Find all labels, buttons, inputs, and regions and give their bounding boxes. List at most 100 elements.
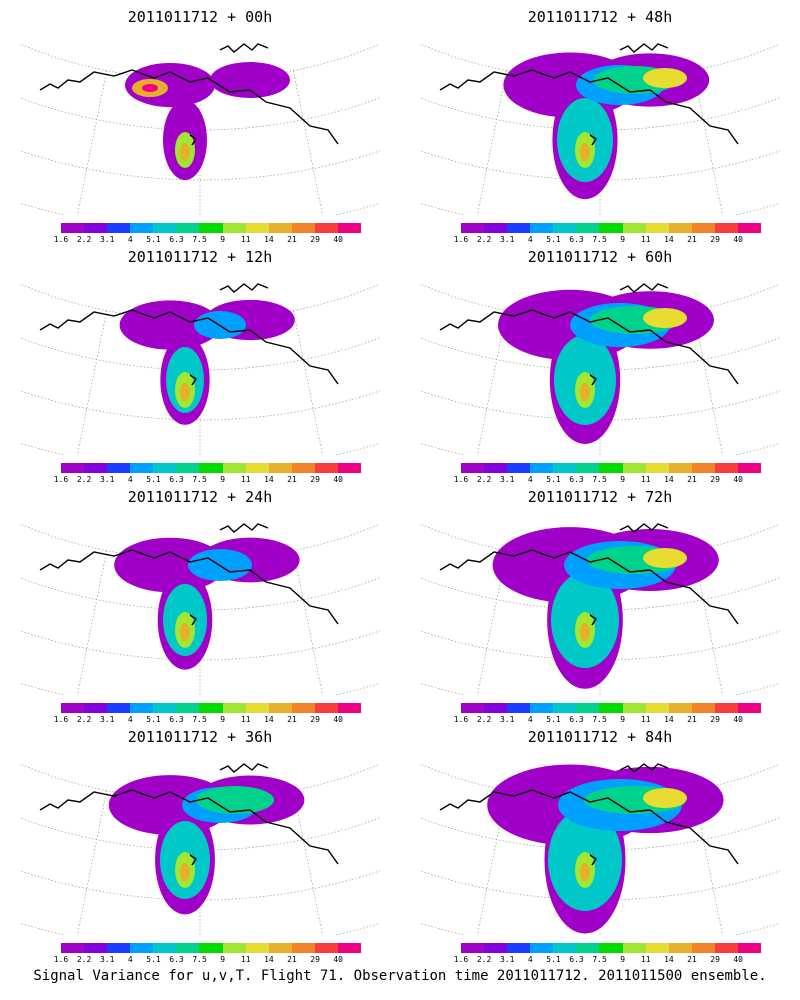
colorbar-tick-label: 29 <box>310 955 320 964</box>
colorbar-swatch <box>130 943 154 953</box>
colorbar-swatch <box>668 943 692 953</box>
colorbar-swatch <box>691 463 715 473</box>
colorbar-swatch <box>268 463 292 473</box>
colorbar-tick-label: 11 <box>240 475 251 484</box>
colorbar-tick-label: 5.1 <box>146 475 161 484</box>
colorbar-swatch <box>530 943 554 953</box>
colorbar-tick-label: 21 <box>687 475 697 484</box>
colorbar-tick-label: 29 <box>710 475 720 484</box>
colorbar-tick-label: 9 <box>620 235 626 244</box>
colorbar-swatch <box>337 223 362 233</box>
panel-title: 2011011712 + 84h <box>527 728 673 746</box>
coastline <box>39 763 339 866</box>
colorbar-tick-label: 6.3 <box>169 475 184 484</box>
colorbar-tick-label: 7.5 <box>192 475 207 484</box>
colorbar <box>61 223 362 233</box>
colorbar-swatch <box>107 463 131 473</box>
colorbar-tick-label: 40 <box>733 475 744 484</box>
colorbar <box>461 943 762 953</box>
colorbar-swatch <box>691 223 715 233</box>
variance-field <box>114 537 300 670</box>
colorbar-swatch <box>461 463 485 473</box>
colorbar-swatch <box>553 223 577 233</box>
colorbar <box>461 463 762 473</box>
colorbar-swatch <box>737 943 762 953</box>
colorbar-swatch <box>461 223 485 233</box>
colorbar-swatch <box>61 223 85 233</box>
colorbar-tick-label: 29 <box>310 715 320 724</box>
colorbar-swatch <box>245 463 269 473</box>
colorbar-tick-label: 11 <box>240 955 251 964</box>
colorbar <box>61 703 362 713</box>
colorbar-swatch <box>176 703 200 713</box>
colorbar-tick-label: 4 <box>127 235 133 244</box>
colorbar-swatch <box>461 703 485 713</box>
colorbar-tick-label: 3.1 <box>499 715 515 724</box>
colorbar <box>61 463 362 473</box>
colorbar-swatch <box>599 703 623 713</box>
colorbar-tick-label: 6.3 <box>169 235 184 244</box>
colorbar-swatch <box>199 943 223 953</box>
colorbar-swatch <box>268 943 292 953</box>
colorbar-swatch <box>530 463 554 473</box>
colorbar-tick-label: 4 <box>127 475 133 484</box>
colorbar-swatch <box>176 223 200 233</box>
colorbar-swatch <box>222 463 246 473</box>
colorbar-tick-label: 4 <box>527 235 533 244</box>
colorbar-swatch <box>530 223 554 233</box>
colorbar-ticks: 1.6 2.2 3.1 4 5.1 6.3 7.5 9 11 14 21 29 40 <box>454 475 765 485</box>
coastline <box>439 283 739 386</box>
polar-stereographic-map <box>420 523 780 695</box>
colorbar-swatch <box>645 463 669 473</box>
colorbar-tick-label: 1.6 <box>453 715 469 724</box>
colorbar-tick-label: 29 <box>710 715 720 724</box>
colorbar-swatch <box>691 943 715 953</box>
colorbar-tick-label: 40 <box>733 715 744 724</box>
polar-stereographic-map <box>20 763 380 935</box>
panel-title: 2011011712 + 24h <box>127 488 273 506</box>
colorbar-swatch <box>553 943 577 953</box>
panel-title: 2011011712 + 12h <box>127 248 273 266</box>
colorbar-tick-label: 1.6 <box>453 955 469 964</box>
colorbar-swatch <box>245 943 269 953</box>
colorbar-swatch <box>222 223 246 233</box>
colorbar-swatch <box>622 703 646 713</box>
colorbar-swatch <box>645 223 669 233</box>
colorbar-tick-label: 1.6 <box>53 475 69 484</box>
colorbar-swatch <box>599 463 623 473</box>
variance-field <box>108 775 305 915</box>
colorbar-tick-label: 7.5 <box>592 715 607 724</box>
colorbar-tick-label: 6.3 <box>569 715 584 724</box>
colorbar-swatch <box>576 223 600 233</box>
colorbar-swatch <box>291 703 315 713</box>
colorbar-swatch <box>222 703 246 713</box>
colorbar-tick-label: 4 <box>527 715 533 724</box>
colorbar-swatch <box>268 703 292 713</box>
colorbar-tick-label: 7.5 <box>192 715 207 724</box>
colorbar-swatch <box>714 463 738 473</box>
colorbar-swatch <box>691 703 715 713</box>
colorbar-swatch <box>484 943 508 953</box>
colorbar-tick-label: 40 <box>333 475 344 484</box>
colorbar-swatch <box>484 703 508 713</box>
colorbar-tick-label: 21 <box>287 235 297 244</box>
colorbar-tick-label: 9 <box>220 475 226 484</box>
colorbar-swatch <box>599 223 623 233</box>
colorbar-swatch <box>199 223 223 233</box>
map-panel: 2011011712 + 36h 1.6 2.2 3.1 4 5.1 6.3 7.5 9 11 14… <box>0 720 400 964</box>
coastline <box>39 283 339 386</box>
colorbar-swatch <box>314 463 338 473</box>
colorbar-tick-label: 1.6 <box>53 955 69 964</box>
colorbar-tick-label: 14 <box>264 715 274 724</box>
colorbar-tick-label: 2.2 <box>476 715 492 724</box>
polar-stereographic-map <box>420 283 780 455</box>
colorbar-tick-label: 6.3 <box>569 955 584 964</box>
colorbar-tick-label: 11 <box>640 955 651 964</box>
colorbar-tick-label: 11 <box>640 235 651 244</box>
colorbar-tick-label: 21 <box>287 955 297 964</box>
panel-title: 2011011712 + 72h <box>527 488 673 506</box>
colorbar-swatch <box>507 223 531 233</box>
colorbar-tick-label: 7.5 <box>192 955 207 964</box>
colorbar-swatch <box>199 463 223 473</box>
colorbar-tick-label: 14 <box>664 955 674 964</box>
